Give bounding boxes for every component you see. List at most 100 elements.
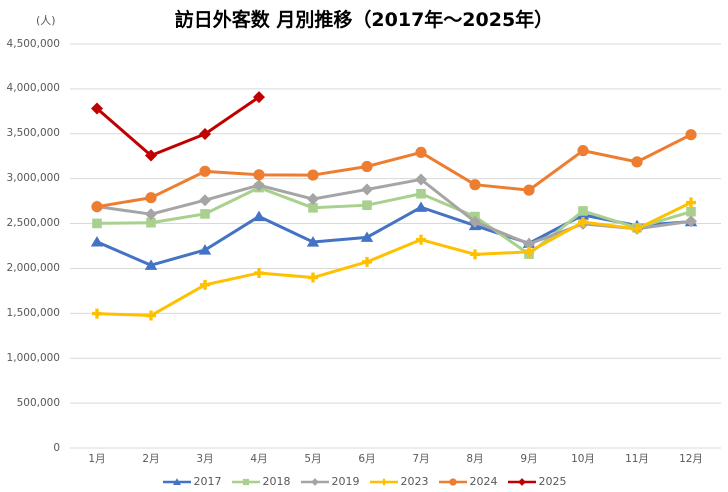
data-marker	[631, 156, 643, 168]
data-marker	[254, 268, 264, 279]
data-marker	[632, 223, 642, 234]
data-marker	[200, 279, 210, 290]
data-marker	[361, 183, 373, 196]
data-marker	[415, 173, 427, 186]
data-marker	[253, 169, 265, 181]
data-marker	[362, 256, 372, 267]
data-marker	[145, 192, 157, 204]
data-marker	[685, 129, 697, 141]
chart-title: 訪日外客数 月別推移（2017年～2025年）	[174, 9, 554, 31]
data-marker	[362, 200, 372, 210]
data-marker	[253, 179, 265, 192]
data-marker	[685, 215, 697, 228]
gridlines	[70, 43, 721, 449]
x-tick-label: 9月	[520, 453, 538, 465]
data-marker	[360, 231, 374, 242]
x-tick-label: 8月	[466, 453, 484, 465]
data-marker	[517, 477, 526, 486]
data-marker	[578, 206, 588, 216]
data-marker	[469, 215, 481, 228]
data-marker	[523, 184, 535, 196]
x-tick-label: 4月	[250, 453, 268, 465]
legend: 2017 2018 2019 2023 2024 2025	[0, 475, 728, 488]
data-marker	[144, 259, 158, 270]
data-marker	[448, 477, 457, 486]
x-tick-label: 6月	[358, 453, 376, 465]
data-marker	[308, 272, 318, 283]
data-marker	[145, 208, 157, 221]
legend-item-2019: 2019	[300, 475, 360, 488]
data-marker	[577, 145, 589, 157]
y-tick-label: 3,500,000	[6, 127, 60, 140]
data-marker	[686, 206, 696, 217]
legend-marker-diamond-icon	[507, 477, 536, 486]
data-marker	[172, 477, 181, 485]
legend-marker-diamond-icon	[300, 477, 329, 486]
series-2023	[92, 197, 696, 321]
data-marker	[306, 236, 320, 247]
y-tick-label: 2,000,000	[6, 261, 60, 274]
data-marker	[380, 478, 387, 485]
data-marker	[686, 197, 696, 208]
data-marker	[469, 179, 481, 191]
legend-item-2018: 2018	[231, 475, 291, 488]
data-marker	[200, 209, 210, 219]
data-marker	[92, 218, 102, 229]
y-tick-label: 3,000,000	[6, 172, 60, 185]
y-tick-label: 0	[53, 441, 60, 454]
legend-label: 2019	[331, 475, 360, 488]
data-marker	[92, 308, 102, 319]
x-tick-label: 7月	[412, 453, 430, 465]
data-marker	[199, 127, 211, 140]
data-marker	[361, 160, 373, 173]
data-marker	[242, 478, 249, 485]
legend-item-2017: 2017	[162, 475, 222, 488]
legend-marker-square-icon	[231, 478, 260, 485]
y-tick-label: 500,000	[16, 396, 60, 409]
data-marker	[310, 477, 319, 486]
series-2019	[91, 173, 697, 250]
series-2024	[91, 129, 697, 213]
x-tick-label: 1月	[88, 453, 106, 465]
legend-item-2025: 2025	[507, 475, 567, 488]
data-marker	[416, 234, 426, 245]
y-tick-label: 1,500,000	[6, 306, 60, 319]
data-marker	[578, 217, 588, 228]
x-tick-label: 2月	[142, 453, 160, 465]
legend-label: 2018	[262, 475, 291, 488]
legend-item-2024: 2024	[438, 475, 498, 488]
data-marker	[146, 217, 156, 228]
data-marker	[90, 236, 104, 247]
data-marker	[414, 201, 428, 212]
data-marker	[308, 203, 318, 213]
y-tick-label: 2,500,000	[6, 217, 60, 230]
data-marker	[416, 188, 426, 199]
legend-marker-triangle-icon	[162, 477, 191, 485]
data-marker	[91, 201, 103, 213]
legend-label: 2017	[193, 475, 222, 488]
y-tick-label: 1,000,000	[6, 351, 60, 364]
data-marker	[198, 244, 212, 255]
x-tick-label: 12月	[679, 453, 703, 465]
series-2017	[90, 201, 698, 270]
legend-label: 2023	[400, 475, 429, 488]
data-marker	[307, 169, 319, 181]
data-marker	[199, 194, 211, 207]
y-tick-label: 4,000,000	[6, 82, 60, 95]
legend-item-2023: 2023	[369, 475, 429, 488]
data-marker	[253, 91, 265, 104]
x-tick-label: 11月	[625, 453, 649, 465]
data-marker	[145, 149, 157, 162]
y-tick-label: 4,500,000	[6, 37, 60, 50]
series-2025	[91, 91, 265, 162]
data-marker	[307, 193, 319, 206]
data-marker	[91, 102, 103, 115]
data-marker	[470, 249, 480, 260]
legend-marker-circle-icon	[438, 477, 467, 486]
data-marker	[524, 246, 534, 257]
legend-marker-plus-icon	[369, 478, 398, 485]
x-tick-label: 5月	[304, 453, 322, 465]
data-marker	[252, 210, 266, 222]
legend-label: 2025	[538, 475, 567, 488]
data-marker	[199, 165, 211, 177]
